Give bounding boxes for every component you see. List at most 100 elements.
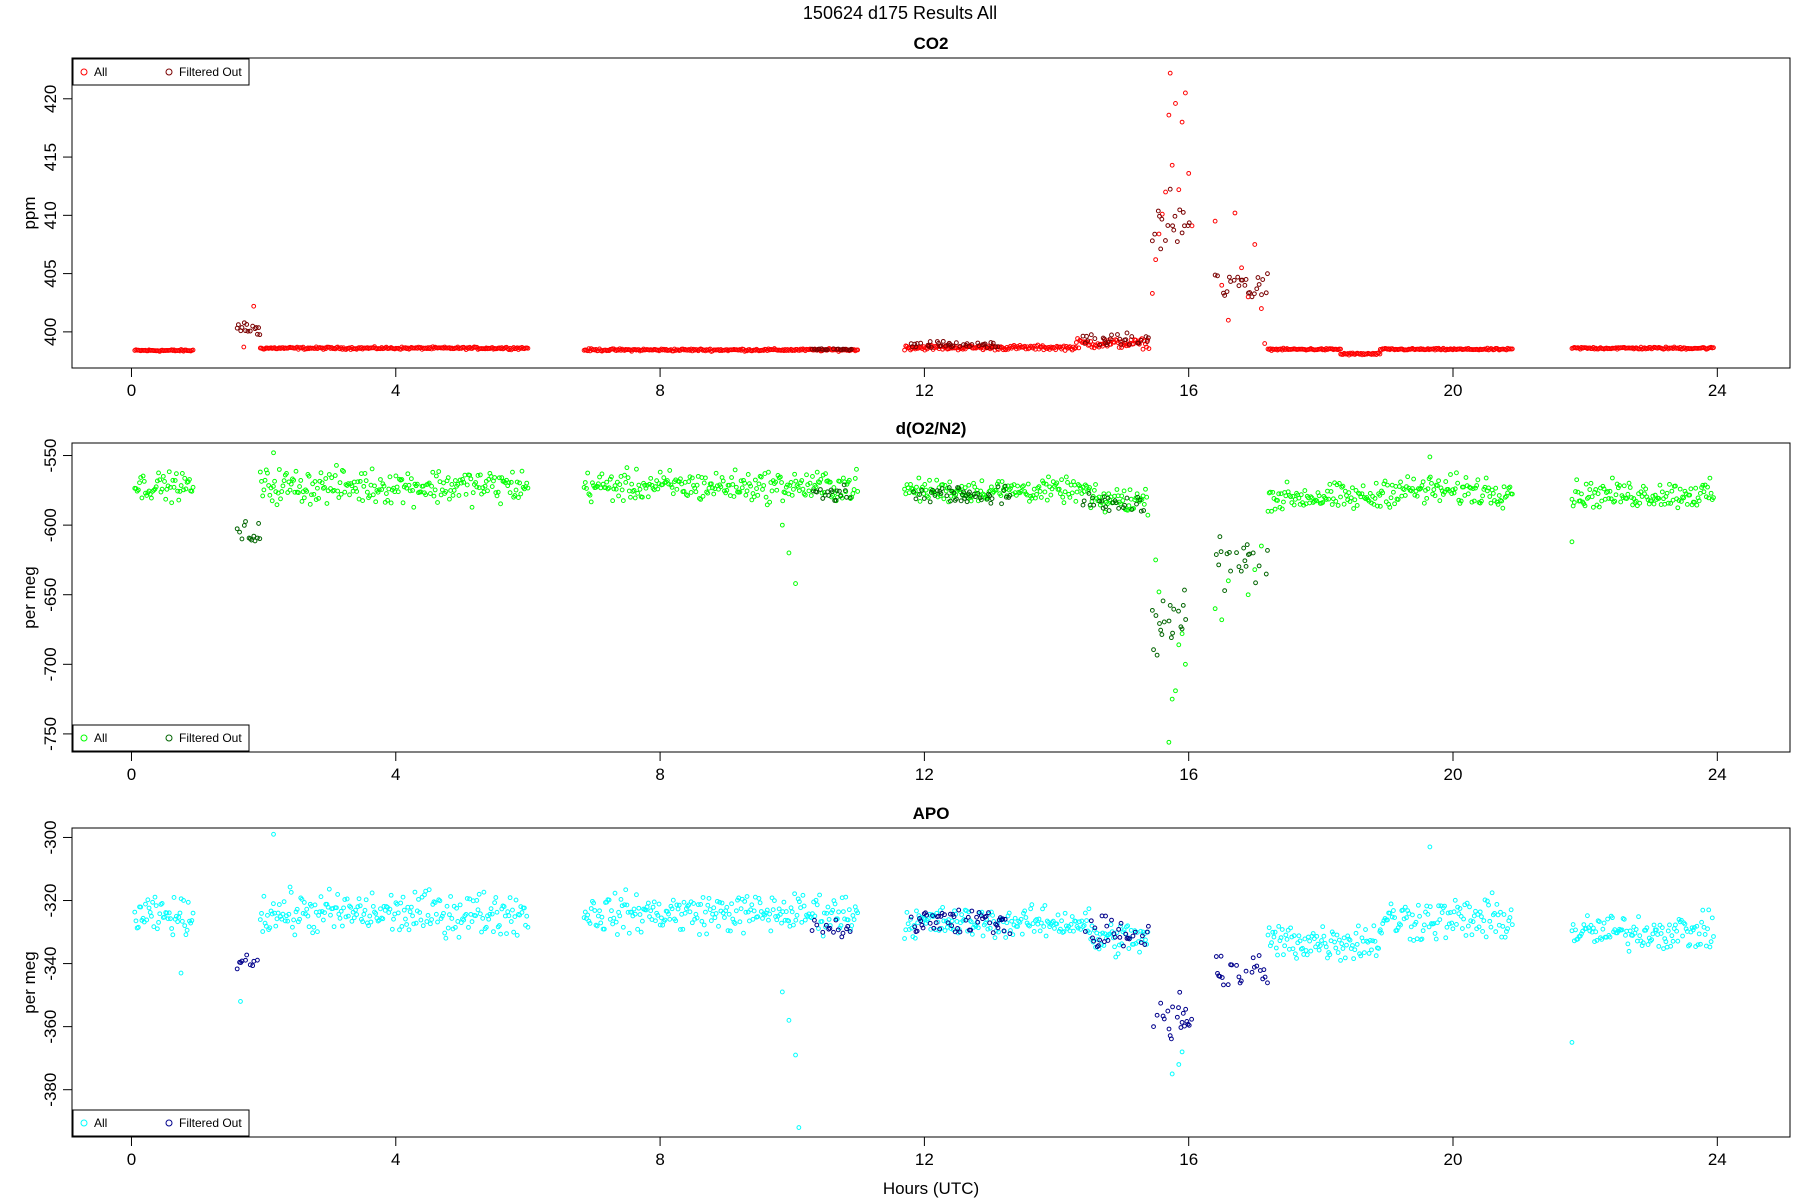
data-point: [972, 484, 978, 490]
data-point: [513, 897, 519, 903]
data-point: [846, 477, 852, 483]
data-point: [975, 491, 981, 496]
data-point: [915, 491, 921, 497]
data-point: [699, 918, 705, 924]
data-point: [282, 918, 288, 924]
data-point: [1509, 491, 1515, 497]
data-point: [1335, 503, 1341, 508]
data-point: [1088, 918, 1094, 924]
data-point: [1645, 942, 1651, 947]
data-point: [1419, 936, 1425, 942]
data-point: [710, 485, 715, 491]
data-point: [1034, 917, 1039, 922]
data-point: [1157, 621, 1162, 626]
y-axis-label: per meg: [20, 566, 39, 628]
data-point: [190, 910, 196, 916]
data-point: [826, 916, 832, 922]
data-point: [1699, 919, 1704, 925]
data-point: [168, 916, 173, 922]
legend: All Filtered Out: [72, 58, 250, 86]
data-point: [234, 966, 240, 972]
data-point: [338, 908, 344, 914]
data-point: [958, 498, 964, 504]
data-point: [457, 902, 463, 908]
data-point: [654, 478, 660, 484]
data-point: [769, 488, 775, 494]
data-point: [587, 921, 593, 926]
data-point: [140, 473, 146, 479]
data-point: [791, 922, 796, 928]
data-point: [1300, 945, 1305, 951]
data-point: [1637, 500, 1643, 506]
data-point: [842, 488, 848, 493]
data-point: [989, 496, 995, 502]
data-point: [354, 912, 360, 917]
data-point: [1006, 910, 1012, 916]
data-point: [1352, 947, 1358, 953]
data-point: [477, 911, 483, 917]
data-point: [678, 927, 683, 932]
data-point: [813, 897, 819, 903]
data-point: [1125, 923, 1131, 929]
data-point: [1631, 496, 1637, 501]
data-point: [949, 923, 955, 929]
panel-title: CO2: [914, 34, 949, 53]
data-point: [290, 924, 295, 930]
data-point: [486, 916, 492, 922]
data-point: [676, 902, 682, 908]
data-point: [802, 492, 808, 498]
data-point: [1505, 926, 1510, 932]
data-point: [1166, 739, 1172, 745]
data-point: [1574, 477, 1580, 483]
data-point: [1296, 495, 1302, 501]
data-point: [1333, 945, 1339, 951]
data-point: [814, 902, 820, 908]
data-point: [610, 921, 616, 927]
data-point: [968, 927, 974, 933]
data-point: [973, 494, 978, 500]
data-point: [1316, 947, 1322, 953]
data-point: [295, 490, 301, 496]
data-point: [999, 501, 1004, 507]
data-point: [1055, 912, 1061, 918]
data-point: [447, 496, 452, 502]
data-point: [285, 918, 291, 924]
data-point: [1593, 487, 1599, 492]
data-point: [1137, 497, 1143, 503]
data-point: [1236, 974, 1242, 980]
data-point: [1180, 209, 1186, 215]
data-point: [817, 892, 822, 898]
data-point: [645, 900, 651, 906]
data-point: [1158, 1000, 1164, 1006]
data-point: [1252, 567, 1258, 573]
data-point: [1500, 505, 1506, 511]
data-point: [742, 480, 748, 486]
data-point: [686, 479, 692, 484]
data-point: [1029, 344, 1035, 350]
data-point: [1060, 494, 1066, 500]
data-point: [766, 917, 771, 923]
data-point: [1375, 503, 1380, 509]
data-point: [1091, 927, 1097, 933]
data-point: [670, 491, 676, 497]
data-point: [1595, 491, 1601, 497]
data-point: [1114, 487, 1120, 492]
data-point: [1623, 932, 1628, 938]
data-point: [1373, 953, 1379, 959]
data-point: [319, 909, 325, 914]
data-point: [1487, 494, 1493, 499]
series-filtered-out: [234, 186, 1270, 353]
data-point: [1398, 922, 1403, 928]
data-point: [942, 912, 947, 918]
data-point: [367, 913, 373, 919]
data-point: [521, 905, 527, 911]
data-point: [829, 489, 835, 495]
data-point: [917, 492, 922, 497]
data-point: [1037, 928, 1043, 934]
data-point: [1297, 938, 1303, 944]
data-point: [1052, 925, 1057, 931]
data-point: [812, 917, 817, 923]
data-point: [1273, 945, 1279, 951]
data-point: [1061, 500, 1067, 506]
data-point: [243, 957, 248, 963]
